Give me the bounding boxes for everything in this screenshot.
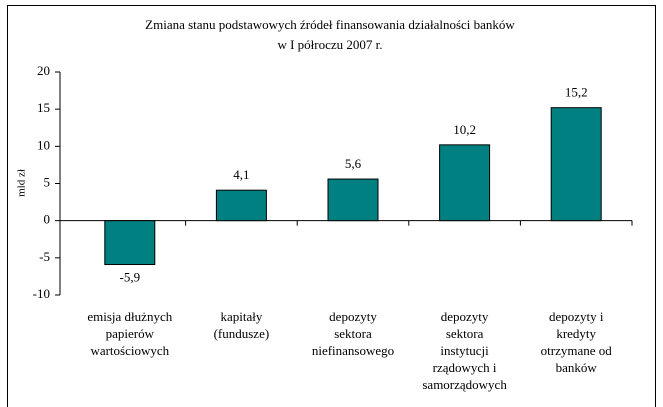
x-tick-label: (fundusze) [214,326,270,341]
y-tick-label: 20 [37,63,50,78]
x-tick-label: depozyty [329,309,377,324]
bar [104,220,156,266]
x-tick-label: rządowych i [433,360,497,375]
y-axis-label: mld zł [16,169,28,197]
x-tick-label: otrzymane od [541,343,613,358]
bar [550,107,602,222]
x-tick-label: samorządowych [422,377,507,392]
data-label: 4,1 [233,167,249,182]
data-label: -5,9 [120,270,141,285]
data-label: 15,2 [565,85,588,100]
x-tick-label: wartościowych [90,343,169,358]
x-tick-label: papierów [106,326,155,341]
y-tick-label: -5 [39,249,50,264]
x-tick-label: depozyty i [549,309,604,324]
frame [7,5,656,407]
y-tick-label: 5 [44,174,51,189]
y-tick-label: -10 [33,286,50,301]
bar [439,144,491,222]
bar [327,178,379,222]
x-tick-label: sektora [446,326,484,341]
y-tick-label: 0 [44,212,51,227]
x-tick-label: instytucji [440,343,489,358]
y-tick-label: 15 [37,100,50,115]
y-tick-label: 10 [37,137,50,152]
x-tick-label: depozyty [441,309,489,324]
bar [215,189,267,222]
x-tick-label: banków [556,360,598,375]
x-tick-label: emisja dłużnych [87,309,172,324]
chart-title: Zmiana stanu podstawowych źródeł finanso… [145,17,515,32]
data-label: 5,6 [345,156,362,171]
x-tick-label: sektora [334,326,372,341]
chart-title: w I półroczu 2007 r. [277,37,382,52]
x-tick-label: niefinansowego [312,343,394,358]
data-label: 10,2 [453,122,476,137]
x-tick-label: kredyty [556,326,596,341]
x-tick-label: kapitały [220,309,262,324]
